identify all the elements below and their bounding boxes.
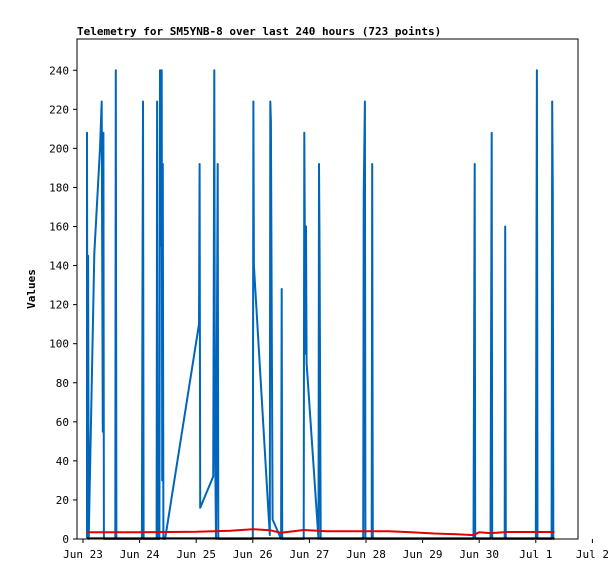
y-tick-label: 0 [62,533,69,546]
chart-title: Telemetry for SM5YNB-8 over last 240 hou… [77,25,441,38]
x-tick-label: Jun 30 [459,548,499,561]
y-tick-label: 180 [49,181,69,194]
y-tick-label: 220 [49,103,69,116]
x-tick-label: Jun 26 [233,548,273,561]
series-layer [86,69,555,540]
y-tick-label: 80 [56,377,69,390]
x-tick-label: Jun 23 [63,548,103,561]
y-axis-ticks: 0 20 40 60 80 100 120 140 160 180 200 220 240 [49,64,77,546]
x-tick-label: Jul 1 [519,548,552,561]
x-tick-label: Jun 25 [176,548,216,561]
x-axis-ticks: Jun 23 Jun 24 Jun 25 Jun 26 Jun 27 Jun 28 Jun … [63,539,609,561]
y-tick-label: 240 [49,64,69,77]
y-axis-label: Values [25,269,38,309]
x-tick-label: Jun 27 [290,548,330,561]
plot-frame [76,38,579,540]
y-tick-label: 140 [49,260,69,273]
y-tick-label: 200 [49,142,69,155]
y-tick-label: 60 [56,416,69,429]
x-tick-label: Jun 24 [120,548,160,561]
x-tick-label: Jun 29 [403,548,443,561]
y-tick-label: 20 [56,494,69,507]
y-tick-label: 40 [56,455,69,468]
x-tick-label: Jul 2 [576,548,609,561]
y-tick-label: 160 [49,221,69,234]
y-tick-label: 120 [49,299,69,312]
series-line-2 [87,528,555,537]
x-tick-label: Jun 28 [346,548,386,561]
y-tick-label: 100 [49,338,69,351]
